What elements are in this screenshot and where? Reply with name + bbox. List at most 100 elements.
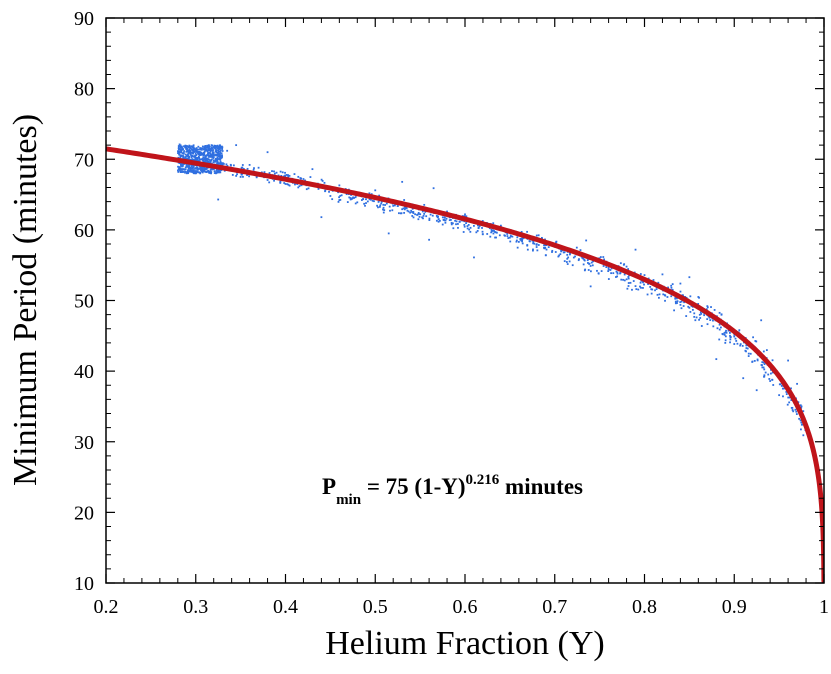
scatter-point-cluster [216,162,219,165]
scatter-point [602,256,605,258]
scatter-point [486,233,489,235]
scatter-point-outlier [526,248,529,251]
scatter-point-cluster [185,150,188,153]
scatter-point [716,327,719,330]
scatter-point [307,187,310,190]
scatter-point-outlier [652,279,655,281]
scatter-point [734,337,737,340]
scatter-point-cluster [182,156,185,158]
scatter-point [526,244,529,246]
scatter-point-cluster [189,158,192,161]
scatter-point-cluster [221,150,224,152]
fit-curve [106,146,824,583]
scatter-point [465,222,467,225]
scatter-point-cluster [208,171,210,174]
scatter-point [380,200,383,203]
scatter-point-cluster [212,146,215,149]
scatter-point [782,395,784,398]
scatter-point-cluster [198,154,201,157]
scatter-point [288,174,291,177]
scatter-point-cluster [217,153,220,156]
scatter-point [220,163,222,166]
scatter-point-outlier [679,282,682,285]
scatter-point-outlier [742,377,745,380]
scatter-point-cluster [187,152,190,155]
scatter-point [366,200,369,203]
scatter-point-outlier [203,147,206,150]
scatter-point [598,257,601,260]
scatter-point [720,313,723,316]
scatter-point [682,305,685,307]
scatter-point [558,254,561,257]
scatter-point [429,213,432,216]
annotation-superscript: 0.216 [466,472,500,488]
scatter-point [377,206,379,209]
scatter-point [218,169,221,172]
scatter-point-cluster [199,148,201,151]
scatter-point-outlier [800,405,803,408]
scatter-point-outlier [625,265,628,268]
scatter-point [368,198,371,201]
scatter-point-cluster [193,155,196,158]
scatter-point [465,215,468,218]
scatter-point-cluster [217,152,219,155]
scatter-point [515,240,518,243]
scatter-point [765,349,768,352]
scatter-point [647,277,650,280]
scatter-point [481,230,484,233]
scatter-point-cluster [181,147,184,150]
scatter-point-cluster [182,162,184,165]
scatter-point [572,256,575,259]
scatter-point [205,167,208,170]
scatter-point [557,255,560,258]
scatter-point-outlier [239,176,242,178]
scatter-point-cluster [180,168,183,171]
scatter-point-cluster [179,154,182,157]
scatter-point [607,266,610,269]
scatter-point-cluster [209,150,212,153]
scatter-point-cluster [209,159,211,161]
scatter-point-outlier [634,248,637,251]
scatter-point [506,233,509,235]
scatter-point [309,176,312,178]
scatter-point-cluster [186,150,189,153]
y-tick-label: 20 [74,502,94,524]
scatter-point-cluster [207,158,210,161]
scatter-point [582,263,585,266]
scatter-point [800,428,802,431]
scatter-point [615,270,618,273]
scatter-point [509,240,512,243]
scatter-point [582,257,585,260]
scatter-point-cluster [178,147,181,150]
scatter-point [365,198,367,201]
scatter-point-cluster [187,154,190,157]
scatter-point-cluster [209,172,212,174]
scatter-point [691,308,694,311]
scatter-point [671,288,674,291]
scatter-point-cluster [200,148,203,151]
scatter-point [382,203,385,206]
scatter-point [802,410,805,413]
scatter-point [683,301,685,304]
scatter-point-cluster [185,164,188,167]
scatter-point-outlier [778,394,781,397]
scatter-point-cluster [177,145,180,147]
scatter-point [724,339,727,342]
scatter-point [404,207,407,210]
scatter-point-cluster [211,147,214,150]
scatter-point-outlier [688,276,691,279]
scatter-point-outlier [329,195,332,197]
scatter-point [627,285,630,287]
scatter-point [507,237,510,239]
scatter-point-cluster [219,157,221,159]
scatter-point [409,211,412,214]
scatter-point-cluster [189,167,192,169]
scatter-point [627,268,630,270]
scatter-point [284,174,286,177]
scatter-point [255,176,258,179]
scatter-point [492,222,495,225]
scatter-point-outlier [410,209,413,212]
scatter-point [745,347,748,349]
scatter-point-cluster [178,151,181,154]
scatter-point-cluster [178,153,180,156]
